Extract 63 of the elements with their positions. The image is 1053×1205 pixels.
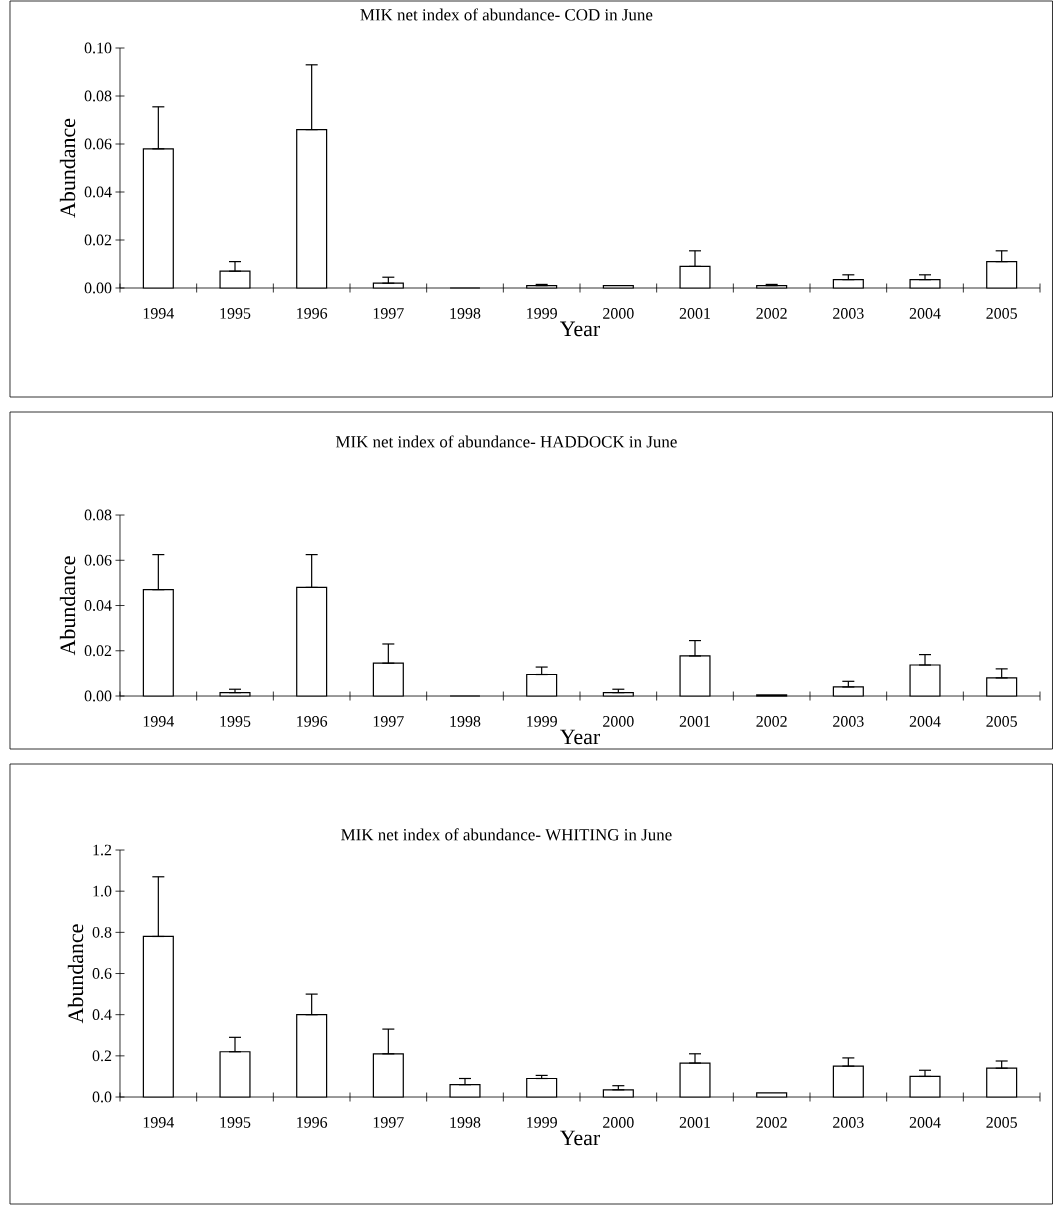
- chart-title: MIK net index of abundance- HADDOCK in June: [335, 435, 677, 448]
- x-tick-label: 1998: [450, 308, 481, 319]
- x-tick-label: 1995: [220, 308, 251, 319]
- x-tick-label: 1995: [220, 716, 251, 727]
- x-tick-label: 1999: [527, 308, 557, 319]
- y-axis-title: Abundance: [67, 924, 84, 1024]
- x-tick-label: 1996: [297, 308, 328, 319]
- y-tick-label: 0.10: [84, 42, 112, 54]
- y-axis-title: Abundance: [59, 118, 76, 218]
- x-tick-label: 1997: [373, 1117, 404, 1128]
- y-tick-label: 0.08: [84, 509, 112, 521]
- x-tick-label: 1998: [450, 1117, 481, 1128]
- x-tick-label: 2001: [679, 308, 710, 319]
- x-axis-title: Year: [560, 321, 601, 337]
- x-tick-label: 2001: [679, 1117, 710, 1128]
- y-tick-label: 0.04: [84, 600, 112, 611]
- y-tick-label: 0.2: [92, 1050, 112, 1062]
- chart-title: MIK net index of abundance- WHITING in June: [341, 828, 672, 841]
- x-tick-label: 1997: [373, 716, 404, 727]
- y-tick-label: 0.6: [92, 968, 112, 979]
- x-tick-label: 1996: [297, 716, 328, 727]
- y-tick-label: 1.0: [93, 885, 112, 897]
- y-tick-label: 0.8: [92, 926, 112, 938]
- x-tick-label: 1996: [297, 1117, 328, 1128]
- x-tick-label: 2004: [909, 716, 941, 727]
- x-tick-label: 2000: [603, 1117, 634, 1128]
- y-tick-label: 0.04: [84, 186, 112, 198]
- x-tick-label: 2003: [833, 308, 864, 319]
- y-tick-label: 0.0: [92, 1091, 112, 1103]
- x-tick-label: 2003: [833, 1117, 864, 1128]
- x-tick-label: 1994: [143, 1117, 175, 1128]
- x-tick-label: 2002: [756, 1117, 787, 1128]
- y-tick-label: 0.4: [92, 1009, 112, 1021]
- x-tick-label: 2005: [986, 1117, 1017, 1128]
- x-tick-label: 1994: [143, 716, 175, 727]
- x-tick-label: 2004: [909, 308, 941, 319]
- y-tick-label: 0.00: [84, 282, 112, 294]
- y-tick-label: 0.08: [84, 90, 112, 102]
- x-tick-label: 2004: [909, 1117, 941, 1128]
- y-tick-label: 0.02: [84, 645, 112, 657]
- x-axis-title: Year: [560, 1130, 601, 1146]
- y-tick-label: 0.00: [84, 690, 112, 702]
- x-tick-label: 1995: [220, 1117, 251, 1128]
- y-tick-label: 0.06: [84, 554, 112, 566]
- x-tick-label: 2005: [986, 308, 1017, 319]
- x-tick-label: 1998: [450, 716, 481, 727]
- x-tick-label: 1999: [527, 716, 557, 727]
- x-axis-title: Year: [560, 729, 601, 745]
- y-tick-label: 0.02: [84, 234, 112, 246]
- chart-title: MIK net index of abundance- COD in June: [360, 8, 653, 21]
- x-tick-label: 1997: [373, 308, 404, 319]
- x-tick-label: 2000: [603, 716, 634, 727]
- x-tick-label: 1994: [143, 308, 175, 319]
- y-axis-title: Abundance: [59, 556, 76, 656]
- x-tick-label: 2003: [833, 716, 864, 727]
- x-tick-label: 2005: [986, 716, 1017, 727]
- x-tick-label: 1999: [527, 1117, 557, 1128]
- y-tick-label: 0.06: [84, 138, 112, 150]
- x-tick-label: 2001: [679, 716, 710, 727]
- y-tick-label: 1.2: [93, 844, 112, 856]
- x-tick-label: 2000: [603, 308, 634, 319]
- x-tick-label: 2002: [756, 716, 787, 727]
- x-tick-label: 2002: [756, 308, 787, 319]
